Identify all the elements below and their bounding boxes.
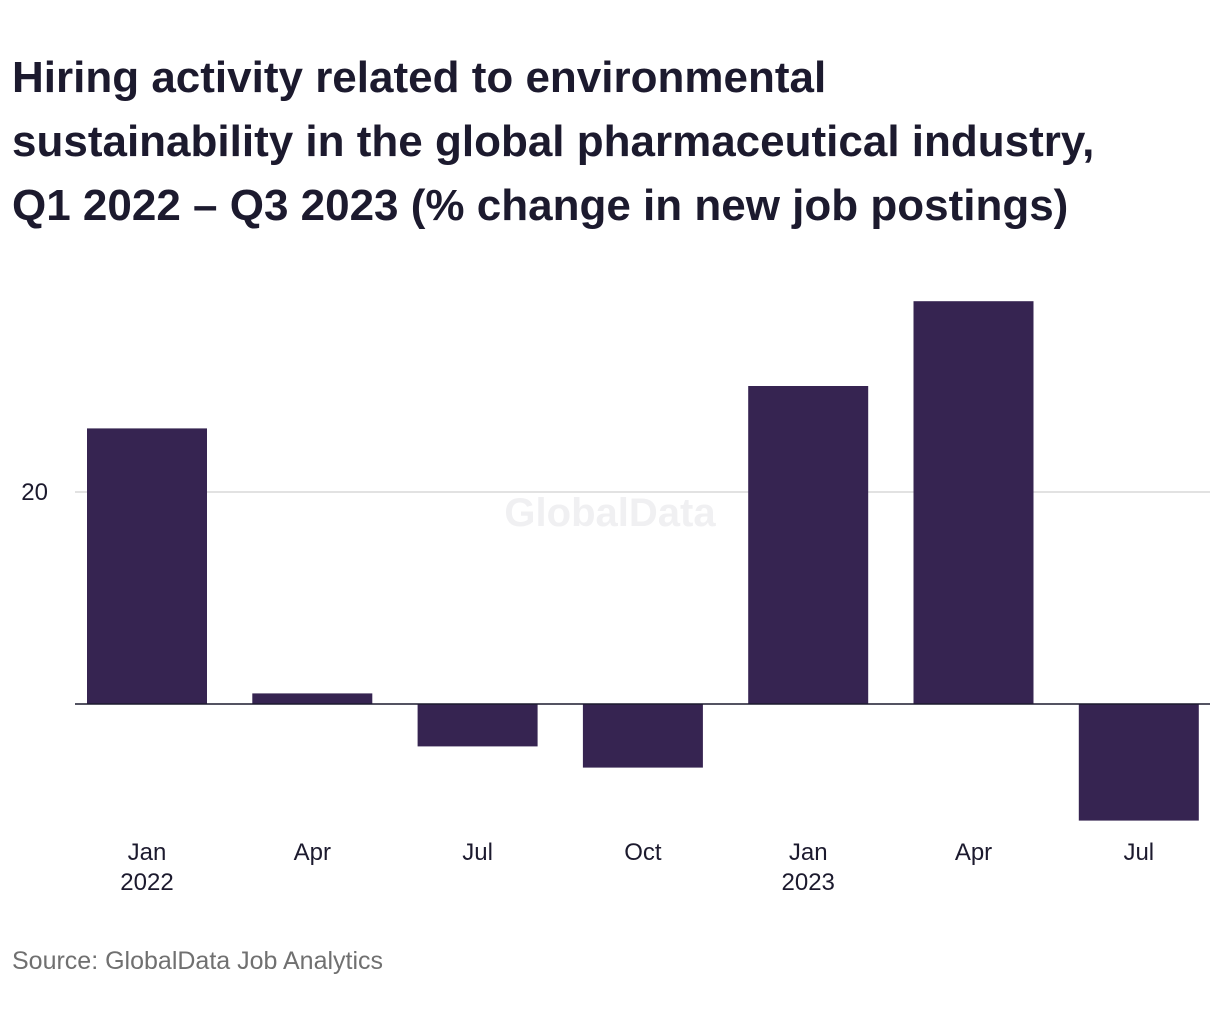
bar-q4-2022: [582, 704, 703, 768]
bar-q3-2022: [417, 704, 538, 747]
chart-title: Hiring activity related to environmental…: [12, 46, 1212, 238]
source-note: Source: GlobalData Job Analytics: [12, 947, 384, 975]
title-line-2: sustainability in the global pharmaceuti…: [12, 117, 1095, 166]
x-tick-label: Apr: [955, 839, 992, 866]
title-line-3: Q1 2022 – Q3 2023 (% change in new job p…: [12, 181, 1069, 230]
x-tick-label: Oct: [624, 839, 662, 866]
bar-q2-2022: [252, 693, 373, 704]
bar-q3-2023: [1078, 704, 1199, 821]
y-tick-label: 20: [21, 479, 48, 506]
bar-q1-2022: [87, 428, 207, 704]
bar-q1-2023: [748, 386, 869, 704]
bar-q2-2023: [913, 301, 1034, 704]
x-tick-label: Jul: [462, 839, 493, 866]
watermark-text: GlobalData: [504, 491, 716, 535]
x-tick-year-label: 2023: [782, 869, 835, 896]
x-tick-year-label: 2022: [120, 869, 173, 896]
x-tick-label: Jul: [1123, 839, 1154, 866]
x-tick-label: Jan: [128, 839, 167, 866]
title-line-1: Hiring activity related to environmental: [12, 53, 827, 102]
bar-chart: GlobalData 20 Jan 2022 Apr Jul Oct Jan 2023 Apr Ju…: [21, 301, 1210, 896]
x-tick-label: Jan: [789, 839, 828, 866]
x-tick-label: Apr: [294, 839, 331, 866]
